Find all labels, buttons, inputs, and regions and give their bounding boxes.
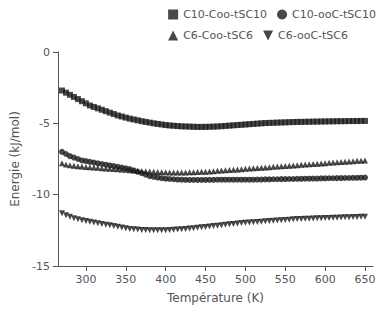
svg-text:500: 500: [235, 273, 256, 286]
svg-text:-5: -5: [39, 117, 50, 130]
svg-text:-10: -10: [32, 188, 50, 201]
svg-text:C10-Coo-tSC10: C10-Coo-tSC10: [183, 8, 267, 21]
svg-text:300: 300: [75, 273, 96, 286]
svg-text:C6-Coo-tSC6: C6-Coo-tSC6: [183, 29, 253, 42]
svg-text:550: 550: [275, 273, 296, 286]
svg-text:0: 0: [43, 46, 50, 59]
svg-text:C6-ooC-tSC6: C6-ooC-tSC6: [278, 29, 348, 42]
svg-text:400: 400: [155, 273, 176, 286]
svg-text:350: 350: [115, 273, 136, 286]
svg-text:C10-ooC-tSC10: C10-ooC-tSC10: [292, 8, 376, 21]
svg-text:600: 600: [315, 273, 336, 286]
svg-text:-15: -15: [32, 260, 50, 273]
svg-text:450: 450: [195, 273, 216, 286]
svg-text:Température (K): Température (K): [166, 291, 264, 305]
svg-text:650: 650: [355, 273, 376, 286]
svg-text:Energie (kJ/mol): Energie (kJ/mol): [8, 111, 22, 207]
